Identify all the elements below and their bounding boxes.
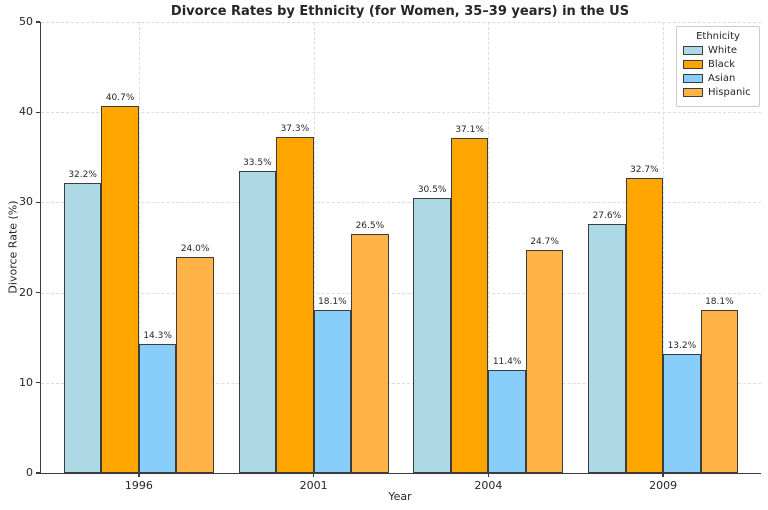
y-tick-label: 30 [19, 195, 33, 209]
chart-title: Divorce Rates by Ethnicity (for Women, 3… [170, 4, 630, 19]
legend-swatch-black [683, 60, 703, 69]
bar-asian-2009 [663, 353, 701, 473]
gridline-horizontal [41, 112, 761, 114]
bar-value-label: 24.7% [530, 237, 559, 248]
bar-black-1996 [101, 105, 139, 473]
bar-hispanic-1996 [176, 256, 214, 473]
plot-area: 0 10 20 30 40 50 1996 2001 2004 2009 32.2% 33.5% 30.… [19, 15, 761, 492]
bar-hispanic-2001 [351, 233, 389, 473]
gridline-horizontal [41, 202, 761, 204]
legend-item-label: Hispanic [708, 87, 751, 98]
gridline-horizontal [41, 382, 761, 384]
bar-value-label: 18.1% [705, 296, 734, 307]
bar-value-label: 27.6% [592, 211, 622, 222]
gridline-vertical [663, 22, 665, 473]
bar-value-label: 33.5% [243, 157, 272, 168]
bar-white-2001 [238, 170, 277, 473]
legend: Ethnicity White Black Asian Hispanic [676, 26, 760, 107]
bar-value-label: 37.3% [280, 123, 310, 134]
x-tick-mark [312, 473, 315, 477]
legend-item-label: Black [708, 59, 736, 70]
bar-hispanic-2009 [700, 309, 739, 473]
x-tick-label: 2004 [474, 479, 503, 492]
bar-value-label: 13.2% [667, 340, 697, 351]
bar-value-label: 32.2% [68, 169, 97, 180]
bar-asian-2004 [488, 370, 526, 473]
gridline-horizontal [41, 292, 761, 294]
legend-title: Ethnicity [696, 31, 740, 42]
gridline-horizontal [41, 22, 761, 23]
x-tick-label: 1996 [124, 479, 153, 492]
x-tick-mark [487, 473, 490, 477]
bar-value-label: 30.5% [417, 184, 447, 195]
legend-swatch-hispanic [683, 88, 703, 97]
bar-value-label: 11.4% [492, 357, 522, 368]
bar-value-label: 26.5% [355, 220, 385, 231]
y-tick-mark [36, 21, 40, 23]
legend-item-label: Asian [708, 73, 736, 84]
legend-item: Asian [683, 73, 753, 84]
y-tick-mark [36, 111, 40, 113]
bar-hispanic-2004 [525, 250, 564, 473]
legend-item-label: White [708, 45, 738, 56]
gridline-vertical [138, 22, 140, 473]
y-tick-mark [36, 472, 40, 474]
y-tick-mark [36, 291, 40, 294]
bar-black-2009 [625, 178, 664, 473]
bar-white-2004 [413, 197, 451, 473]
y-tick-mark [36, 201, 40, 204]
bar-black-2001 [276, 136, 314, 473]
x-tick-mark [662, 473, 664, 477]
y-tick-label: 20 [19, 285, 33, 299]
y-tick-label: 50 [19, 15, 33, 28]
bar-value-label: 32.7% [630, 165, 659, 176]
legend-swatch-asian [683, 74, 703, 83]
bar-value-label: 40.7% [105, 92, 135, 103]
bar-value-label: 18.1% [318, 296, 347, 307]
y-tick-mark [36, 382, 40, 384]
y-axis-label: Divorce Rate (%) [6, 200, 20, 294]
gridline-vertical [488, 22, 490, 473]
legend-item: Hispanic [683, 87, 753, 98]
y-tick-label: 0 [26, 466, 33, 479]
bar-asian-2001 [313, 309, 352, 473]
x-tick-mark [138, 473, 140, 477]
legend-items: White Black Asian Hispanic [683, 45, 753, 98]
x-tick-label: 2009 [649, 479, 678, 492]
legend-item: Black [683, 59, 753, 70]
x-axis-label: Year [388, 490, 412, 503]
gridline-vertical [313, 22, 315, 473]
legend-item: White [683, 45, 753, 56]
bar-value-label: 24.0% [180, 243, 210, 254]
bar-value-label: 14.3% [143, 331, 172, 341]
y-tick-label: 10 [19, 375, 33, 389]
bar-white-1996 [63, 182, 102, 473]
bar-black-2004 [450, 138, 489, 473]
bar-value-label: 37.1% [455, 125, 484, 136]
bar-asian-1996 [138, 344, 177, 473]
x-tick-label: 2001 [299, 479, 328, 492]
bar-white-2009 [588, 224, 626, 473]
y-tick-label: 40 [19, 105, 33, 119]
legend-swatch-white [683, 46, 703, 55]
